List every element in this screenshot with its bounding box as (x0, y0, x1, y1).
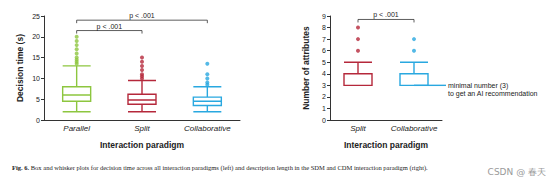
svg-text:Parallel: Parallel (63, 124, 90, 133)
svg-text:7: 7 (322, 36, 326, 43)
svg-text:8: 8 (322, 24, 326, 31)
svg-text:Split: Split (350, 124, 366, 133)
svg-text:15: 15 (32, 54, 40, 61)
svg-text:5: 5 (322, 59, 326, 66)
svg-text:4: 4 (322, 70, 326, 77)
svg-text:p < .001: p < .001 (97, 23, 123, 31)
svg-text:3: 3 (322, 82, 326, 89)
svg-text:Decision time (s): Decision time (s) (15, 34, 25, 102)
svg-text:1: 1 (322, 105, 326, 112)
svg-text:Interaction paradigm: Interaction paradigm (100, 140, 185, 150)
svg-text:Number of attributes: Number of attributes (301, 26, 311, 110)
svg-text:p < .001: p < .001 (373, 11, 399, 19)
svg-text:to get an AI recommendation: to get an AI recommendation (448, 90, 538, 98)
svg-text:20: 20 (32, 33, 40, 40)
svg-text:10: 10 (32, 75, 40, 82)
svg-text:2: 2 (322, 93, 326, 100)
html-text:CSDN @ 春天: CSDN @ 春天 (487, 167, 546, 177)
svg-text:p < .001: p < .001 (129, 12, 155, 20)
svg-text:0: 0 (36, 117, 40, 124)
svg-text:Interaction paradigm: Interaction paradigm (344, 140, 429, 150)
svg-text:25: 25 (32, 13, 40, 20)
svg-text:Collaborative: Collaborative (184, 124, 231, 133)
svg-text:5: 5 (36, 96, 40, 103)
svg-text:0: 0 (322, 117, 326, 124)
svg-text:6: 6 (322, 47, 326, 54)
svg-text:Collaborative: Collaborative (391, 124, 438, 133)
html-text:Fig. 6. Box and whisker plots: Fig. 6. Box and whisker plots for decisi… (12, 164, 428, 171)
svg-text:minimal number (3): minimal number (3) (448, 82, 508, 90)
svg-text:Split: Split (134, 124, 150, 133)
svg-text:9: 9 (322, 13, 326, 20)
